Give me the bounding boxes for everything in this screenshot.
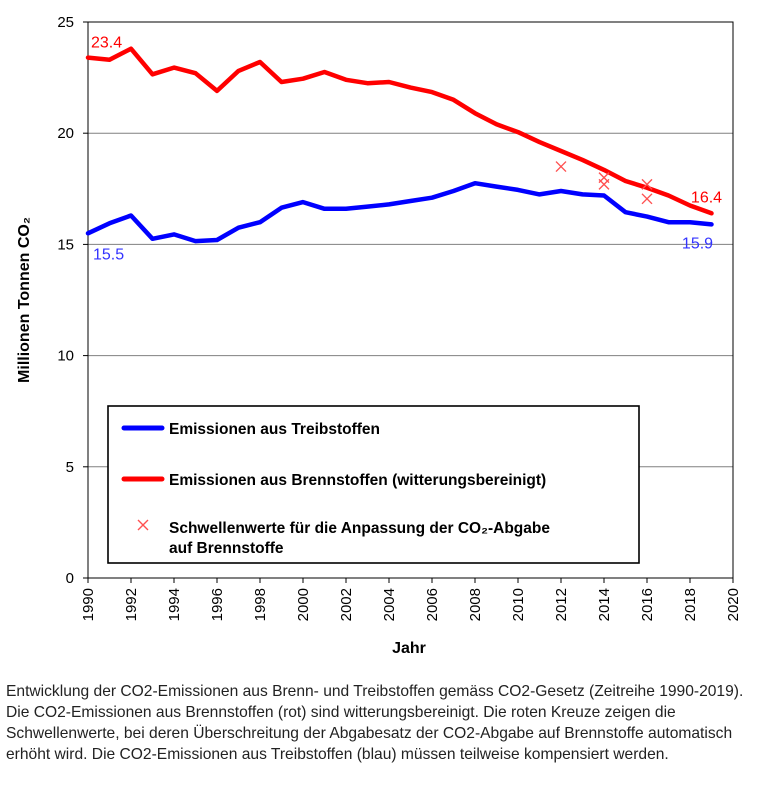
- x-tick-label-1996: 1996: [209, 588, 226, 621]
- figure-caption: Entwicklung der CO2-Emissionen aus Brenn…: [6, 683, 744, 763]
- y-tick-label-20: 20: [57, 125, 74, 142]
- threshold-marker-2016-3: [641, 178, 653, 190]
- y-tick-label-10: 10: [57, 348, 74, 365]
- x-tick-label-2002: 2002: [338, 588, 355, 621]
- data-label-16-4: 16.4: [691, 189, 722, 206]
- legend-label-schwellenwerte-line1: Schwellenwerte für die Anpassung der CO₂…: [169, 520, 550, 537]
- data-labels: 23.4 15.5 16.4 15.9: [91, 35, 722, 264]
- y-tick-label-25: 25: [57, 14, 74, 31]
- series-lines: [85, 46, 714, 244]
- y-tick-label-15: 15: [57, 236, 74, 253]
- series-line-brennstoffe: [85, 46, 714, 216]
- threshold-marker-2012-0: [555, 161, 567, 173]
- data-label-15-5: 15.5: [93, 246, 124, 263]
- threshold-marker-2016-4: [641, 193, 653, 205]
- y-tick-label-0: 0: [66, 570, 74, 587]
- x-tick-label-1998: 1998: [252, 588, 269, 621]
- legend-cross-marker-icon: [137, 519, 149, 531]
- legend: Emissionen aus Treibstoffen Emissionen a…: [107, 405, 640, 564]
- x-tick-label-2006: 2006: [424, 588, 441, 621]
- legend-label-schwellenwerte-line2: auf Brennstoffe: [169, 540, 284, 557]
- y-tick-label-5: 5: [66, 459, 74, 476]
- x-tick-label-2004: 2004: [381, 588, 398, 621]
- legend-box: [107, 405, 640, 564]
- threshold-marker-2014-2: [598, 178, 610, 190]
- x-tick-label-2018: 2018: [682, 588, 699, 621]
- x-tick-label-2020: 2020: [725, 588, 742, 621]
- x-tick-label-2016: 2016: [639, 588, 656, 621]
- y-axis-title: Millionen Tonnen CO₂: [16, 217, 33, 383]
- x-tick-label-1994: 1994: [166, 588, 183, 621]
- chart-area: 0 5 10 15 20 25 1990 1992 1994 1996 1998 2000 2002 20…: [16, 14, 742, 657]
- legend-label-brennstoffe: Emissionen aus Brennstoffen (witterungsb…: [169, 472, 546, 489]
- x-axis-title: Jahr: [392, 640, 426, 657]
- data-label-15-9: 15.9: [682, 235, 713, 252]
- data-label-23-4: 23.4: [91, 35, 122, 52]
- x-tick-label-1992: 1992: [123, 588, 140, 621]
- x-tick-label-2014: 2014: [596, 588, 613, 621]
- x-tick-label-2000: 2000: [295, 588, 312, 621]
- legend-cross-path: [137, 519, 149, 531]
- x-tick-label-1990: 1990: [80, 588, 97, 621]
- threshold-markers: [555, 161, 653, 205]
- x-tick-label-2012: 2012: [553, 588, 570, 621]
- axes: 0 5 10 15 20 25 1990 1992 1994 1996 1998 2000 2002 20…: [57, 14, 742, 621]
- series-line-treibstoffe: [85, 180, 714, 244]
- x-tick-label-2010: 2010: [510, 588, 527, 621]
- plot-frame: [87, 21, 734, 579]
- legend-label-treibstoffe: Emissionen aus Treibstoffen: [169, 421, 380, 438]
- co2-emissions-chart: 0 5 10 15 20 25 1990 1992 1994 1996 1998 2000 2002 20…: [16, 14, 742, 657]
- x-tick-label-2008: 2008: [467, 588, 484, 621]
